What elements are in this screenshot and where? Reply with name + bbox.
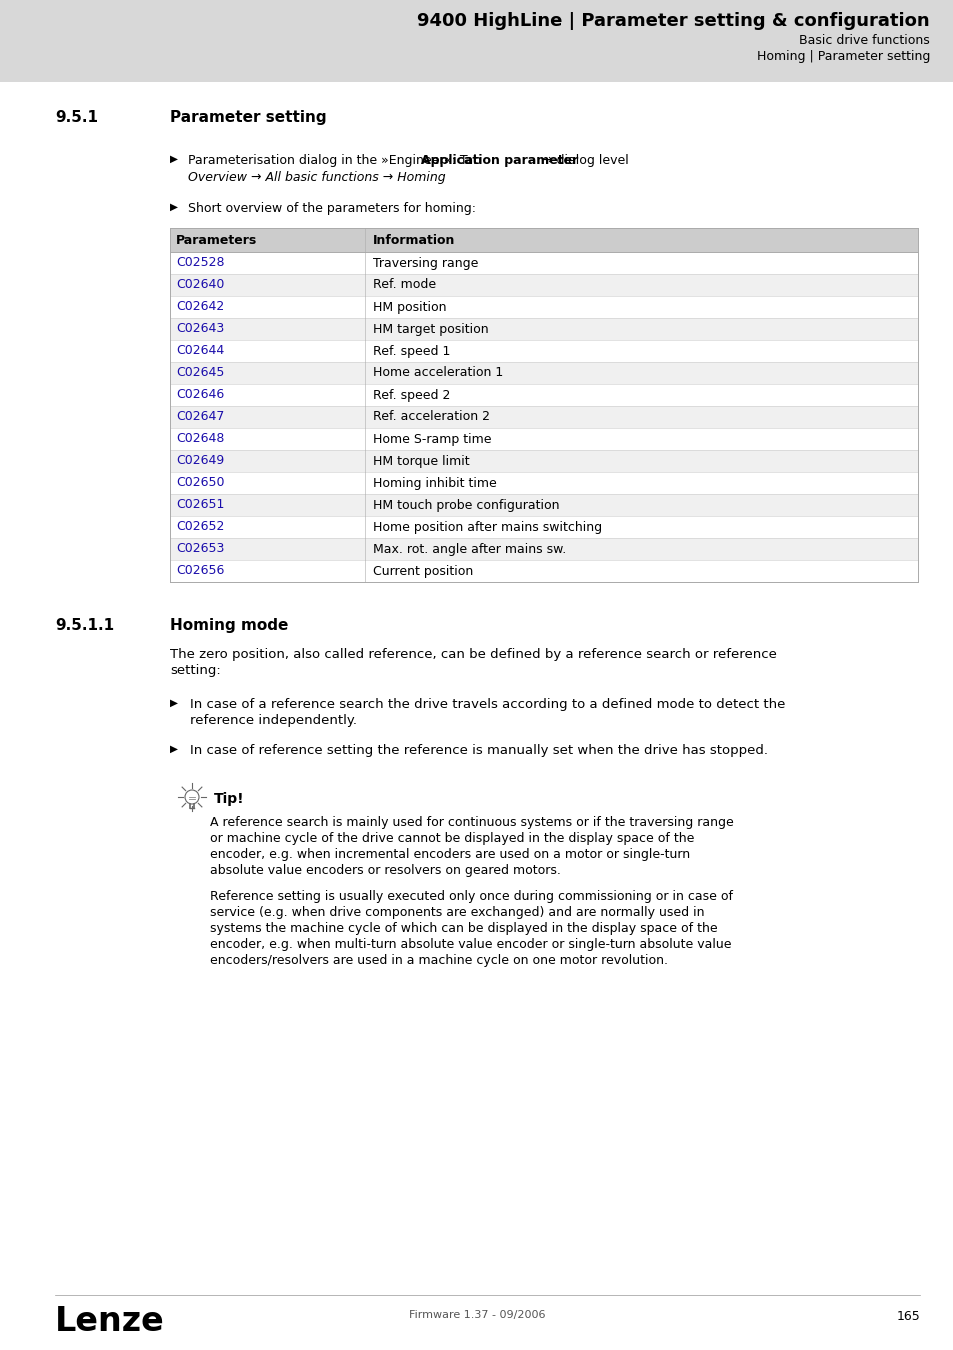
- Text: Ref. speed 2: Ref. speed 2: [373, 389, 450, 401]
- Bar: [170, 383, 917, 406]
- Text: Firmware 1.37 - 09/2006: Firmware 1.37 - 09/2006: [408, 1310, 545, 1320]
- Text: C02647: C02647: [175, 410, 224, 424]
- Text: C02652: C02652: [175, 521, 224, 533]
- Text: Ref. speed 1: Ref. speed 1: [373, 344, 450, 358]
- Text: The zero position, also called reference, can be defined by a reference search o: The zero position, also called reference…: [170, 648, 776, 662]
- Text: Home S-ramp time: Home S-ramp time: [373, 432, 491, 446]
- Text: ▶: ▶: [170, 154, 178, 163]
- Text: HM touch probe configuration: HM touch probe configuration: [373, 498, 558, 512]
- Text: Current position: Current position: [373, 564, 473, 578]
- Bar: [170, 252, 917, 274]
- Bar: [170, 228, 917, 252]
- Bar: [0, 0, 953, 82]
- Text: C02644: C02644: [175, 344, 224, 358]
- Text: Basic drive functions: Basic drive functions: [799, 34, 929, 47]
- Text: C02649: C02649: [175, 455, 224, 467]
- Bar: [170, 362, 917, 383]
- Text: C02645: C02645: [175, 366, 224, 379]
- Text: encoders/resolvers are used in a machine cycle on one motor revolution.: encoders/resolvers are used in a machine…: [210, 954, 667, 967]
- Text: Lenze: Lenze: [55, 1305, 165, 1338]
- Text: setting:: setting:: [170, 664, 220, 676]
- Text: Homing | Parameter setting: Homing | Parameter setting: [756, 50, 929, 63]
- Bar: [170, 428, 917, 450]
- Text: Max. rot. angle after mains sw.: Max. rot. angle after mains sw.: [373, 543, 566, 555]
- Text: C02643: C02643: [175, 323, 224, 336]
- Text: Information: Information: [373, 234, 455, 247]
- Bar: [170, 539, 917, 560]
- Bar: [170, 450, 917, 472]
- Text: Homing inhibit time: Homing inhibit time: [373, 477, 497, 490]
- Text: encoder, e.g. when incremental encoders are used on a motor or single-turn: encoder, e.g. when incremental encoders …: [210, 848, 689, 861]
- Text: In case of reference setting the reference is manually set when the drive has st: In case of reference setting the referen…: [190, 744, 767, 757]
- Bar: [170, 319, 917, 340]
- Text: C02640: C02640: [175, 278, 224, 292]
- Bar: [170, 516, 917, 539]
- Text: 165: 165: [895, 1310, 919, 1323]
- Text: C02651: C02651: [175, 498, 224, 512]
- Text: absolute value encoders or resolvers on geared motors.: absolute value encoders or resolvers on …: [210, 864, 560, 878]
- Text: Home acceleration 1: Home acceleration 1: [373, 366, 503, 379]
- Text: 9400 HighLine | Parameter setting & configuration: 9400 HighLine | Parameter setting & conf…: [416, 12, 929, 30]
- Bar: [170, 340, 917, 362]
- Text: In case of a reference search the drive travels according to a defined mode to d: In case of a reference search the drive …: [190, 698, 784, 711]
- Text: Application parameter: Application parameter: [420, 154, 578, 167]
- Text: ▶: ▶: [170, 698, 178, 707]
- Bar: [170, 296, 917, 319]
- Text: C02648: C02648: [175, 432, 224, 446]
- Circle shape: [185, 790, 199, 805]
- Text: Reference setting is usually executed only once during commissioning or in case : Reference setting is usually executed on…: [210, 890, 732, 903]
- Text: C02656: C02656: [175, 564, 224, 578]
- Text: 9.5.1.1: 9.5.1.1: [55, 618, 114, 633]
- Text: 9.5.1: 9.5.1: [55, 109, 98, 126]
- Text: reference independently.: reference independently.: [190, 714, 356, 728]
- Text: Parameter setting: Parameter setting: [170, 109, 326, 126]
- Text: Homing mode: Homing mode: [170, 618, 288, 633]
- Text: Parameterisation dialog in the »Engineer«: Tab: Parameterisation dialog in the »Engineer…: [188, 154, 485, 167]
- Bar: [170, 472, 917, 494]
- Bar: [170, 494, 917, 516]
- Bar: [170, 560, 917, 582]
- Text: systems the machine cycle of which can be displayed in the display space of the: systems the machine cycle of which can b…: [210, 922, 717, 936]
- Text: Overview → All basic functions → Homing: Overview → All basic functions → Homing: [188, 171, 445, 184]
- Text: HM target position: HM target position: [373, 323, 488, 336]
- Text: Tip!: Tip!: [213, 792, 244, 806]
- Bar: [170, 406, 917, 428]
- Text: Parameters: Parameters: [175, 234, 257, 247]
- Text: C02646: C02646: [175, 389, 224, 401]
- Text: HM position: HM position: [373, 301, 446, 313]
- Text: service (e.g. when drive components are exchanged) and are normally used in: service (e.g. when drive components are …: [210, 906, 703, 919]
- Text: HM torque limit: HM torque limit: [373, 455, 469, 467]
- Text: or machine cycle of the drive cannot be displayed in the display space of the: or machine cycle of the drive cannot be …: [210, 832, 694, 845]
- Text: ▶: ▶: [170, 744, 178, 755]
- Text: C02528: C02528: [175, 256, 224, 270]
- Text: A reference search is mainly used for continuous systems or if the traversing ra: A reference search is mainly used for co…: [210, 815, 733, 829]
- Text: Ref. acceleration 2: Ref. acceleration 2: [373, 410, 490, 424]
- Text: encoder, e.g. when multi-turn absolute value encoder or single-turn absolute val: encoder, e.g. when multi-turn absolute v…: [210, 938, 731, 950]
- Text: C02642: C02642: [175, 301, 224, 313]
- Bar: [170, 274, 917, 296]
- Text: C02653: C02653: [175, 543, 224, 555]
- Text: ▶: ▶: [170, 202, 178, 212]
- Text: C02650: C02650: [175, 477, 224, 490]
- Text: Short overview of the parameters for homing:: Short overview of the parameters for hom…: [188, 202, 476, 215]
- Text: Traversing range: Traversing range: [373, 256, 477, 270]
- Text: Home position after mains switching: Home position after mains switching: [373, 521, 601, 533]
- Text: → dialog level: → dialog level: [537, 154, 628, 167]
- Text: Ref. mode: Ref. mode: [373, 278, 436, 292]
